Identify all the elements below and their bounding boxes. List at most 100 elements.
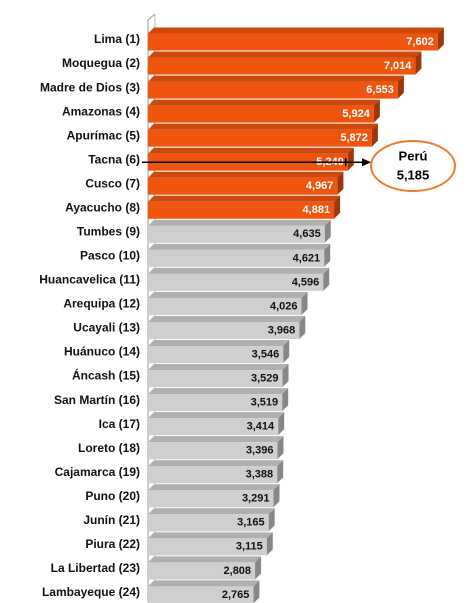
bar-top-shade — [148, 195, 341, 202]
bar-side-shade — [299, 315, 306, 339]
bar-top-shade — [148, 388, 289, 395]
bar-side — [277, 460, 284, 484]
bar-side-shade — [283, 340, 290, 364]
bar-top-shade — [148, 51, 422, 58]
bar-top — [148, 123, 378, 130]
bar-top-shade — [148, 243, 331, 250]
bar — [148, 81, 398, 99]
bar — [148, 514, 269, 532]
bar-side-shade — [347, 147, 354, 171]
bar-top — [148, 580, 260, 587]
category-label: Huánuco (14) — [64, 345, 140, 359]
bar-side-shade — [273, 484, 280, 508]
bar-top-shade — [148, 340, 290, 347]
category-label: Tumbes (9) — [77, 224, 140, 238]
bar — [148, 442, 278, 460]
bar-side-shade — [397, 75, 404, 99]
value-label: 5,924 — [342, 108, 370, 120]
bar-top — [148, 436, 284, 443]
bar-side — [278, 412, 285, 436]
bar — [148, 418, 279, 436]
bar-top — [148, 364, 289, 371]
bar-top-shade — [148, 460, 284, 467]
bar — [148, 394, 283, 412]
bar-side — [266, 532, 273, 556]
bar-side-shade — [277, 436, 284, 460]
bar-top-shade — [148, 508, 275, 515]
value-label: 4,621 — [293, 252, 321, 264]
bar-side — [255, 556, 262, 580]
category-label: Apurímac (5) — [67, 128, 140, 142]
bar-top — [148, 532, 273, 539]
value-label: 4,635 — [293, 228, 321, 240]
bar-side — [273, 484, 280, 508]
value-label: 2,765 — [222, 589, 250, 601]
bar-top — [148, 412, 285, 419]
bar-side-shade — [324, 219, 331, 243]
bar-top — [148, 460, 284, 467]
bar-top-shade — [148, 291, 308, 298]
bar-side-shade — [282, 388, 289, 412]
bar-top-shade — [148, 412, 285, 419]
reference-value: 5,185 — [397, 167, 430, 182]
bar-side-shade — [253, 580, 260, 603]
bar-side — [334, 195, 341, 219]
bar-top-shade — [148, 219, 331, 226]
category-label: Lambayeque (24) — [42, 585, 140, 599]
bar-side-shade — [334, 195, 341, 219]
value-label: 5,872 — [340, 132, 368, 144]
bar — [148, 177, 338, 195]
bar-top-shade — [148, 364, 289, 371]
bar — [148, 538, 267, 556]
value-label: 7,014 — [384, 60, 412, 72]
bar-side-shade — [373, 99, 380, 123]
bar-top-shade — [148, 75, 404, 82]
bar-side — [299, 315, 306, 339]
bar — [148, 466, 278, 484]
bar-side — [415, 51, 422, 75]
bar-side-shade — [266, 532, 273, 556]
value-label: 4,596 — [292, 276, 320, 288]
bar-top — [148, 484, 280, 491]
value-label: 3,968 — [268, 324, 296, 336]
category-label: Junín (21) — [83, 513, 140, 527]
bar-top-shade — [148, 484, 280, 491]
bar — [148, 490, 274, 508]
bar-side — [347, 147, 354, 171]
bar-side — [282, 388, 289, 412]
bar-side-shade — [324, 243, 331, 267]
bar-side-shade — [301, 291, 308, 315]
bar-side — [268, 508, 275, 532]
bar-side-shade — [337, 171, 344, 195]
reference-label: Perú — [399, 148, 428, 163]
bar-top — [148, 51, 422, 58]
bar-side — [371, 123, 378, 147]
value-label: 3,414 — [247, 421, 275, 433]
value-label: 3,388 — [246, 469, 274, 481]
value-label: 3,529 — [251, 372, 279, 384]
category-label: Moquegua (2) — [62, 56, 140, 70]
bar-top — [148, 219, 331, 226]
bar-top — [148, 556, 262, 563]
bar-side — [282, 364, 289, 388]
category-label: Piura (22) — [85, 537, 140, 551]
bar-top — [148, 195, 341, 202]
bar-side — [373, 99, 380, 123]
value-label: 4,026 — [270, 300, 298, 312]
bar — [148, 129, 372, 147]
bar — [148, 346, 284, 364]
bar-top-shade — [148, 171, 344, 178]
bar-side — [397, 75, 404, 99]
category-label: Tacna (6) — [88, 152, 140, 166]
bar-side — [301, 291, 308, 315]
value-label: 3,115 — [236, 541, 263, 553]
bar-top — [148, 99, 380, 106]
category-label: Lima (1) — [94, 32, 140, 46]
bar — [148, 57, 416, 75]
value-label: 2,808 — [224, 565, 252, 577]
bar-top-shade — [148, 556, 262, 563]
bar-top-shade — [148, 267, 330, 274]
axis-depth — [147, 13, 156, 21]
category-label: Cusco (7) — [85, 176, 140, 190]
